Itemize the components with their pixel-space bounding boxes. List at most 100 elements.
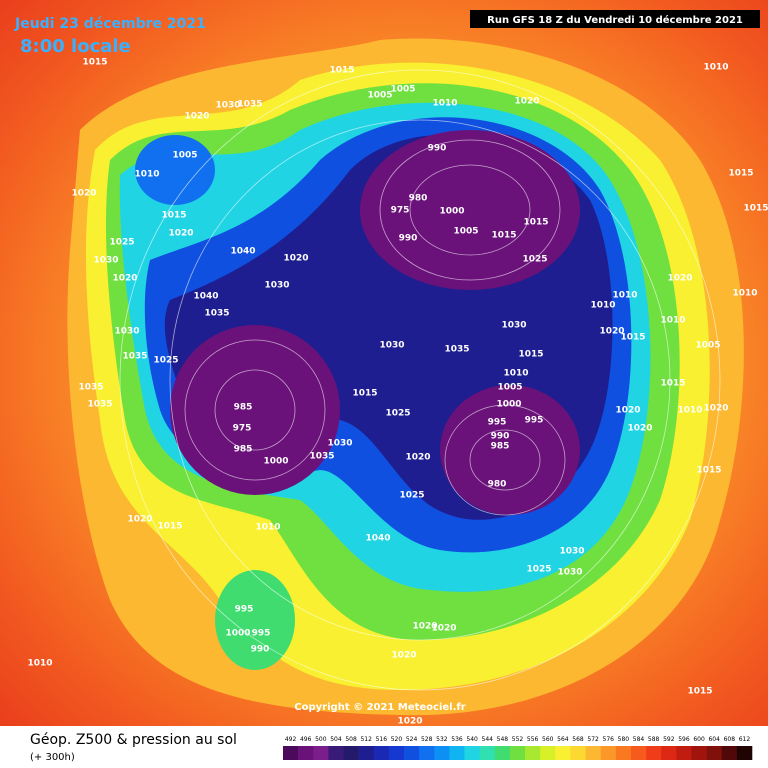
pressure-label: 1005 bbox=[497, 383, 522, 393]
pressure-label: 1020 bbox=[703, 404, 728, 414]
colorbar-tick-label: 556 bbox=[527, 736, 539, 743]
pressure-label: 1020 bbox=[599, 327, 624, 337]
colorbar-tick-label: 528 bbox=[421, 736, 433, 743]
pressure-label: 1015 bbox=[660, 379, 685, 389]
pressure-label: 1010 bbox=[27, 659, 52, 669]
colorbar-swatch bbox=[736, 746, 753, 760]
pressure-label: 1015 bbox=[491, 231, 516, 241]
colorbar-tick-label: 580 bbox=[618, 736, 630, 743]
pressure-label: 995 bbox=[235, 605, 254, 615]
pressure-label: 980 bbox=[488, 480, 507, 490]
pressure-label: 1010 bbox=[503, 369, 528, 379]
pressure-label: 985 bbox=[491, 442, 510, 452]
pressure-label: 1030 bbox=[264, 281, 289, 291]
pressure-label: 1015 bbox=[687, 687, 712, 697]
pressure-label: 1015 bbox=[352, 389, 377, 399]
pressure-label: 1035 bbox=[237, 100, 262, 110]
pressure-label: 1015 bbox=[329, 66, 354, 76]
colorbar-swatch bbox=[676, 746, 692, 760]
pressure-label: 1025 bbox=[522, 255, 547, 265]
pressure-label: 1010 bbox=[590, 301, 615, 311]
pressure-label: 1000 bbox=[496, 400, 521, 410]
colorbar-swatch bbox=[479, 746, 496, 760]
colorbar-swatch bbox=[570, 746, 586, 760]
pressure-label: 1010 bbox=[732, 289, 757, 299]
pressure-label: 1020 bbox=[412, 622, 437, 632]
pressure-label: 1020 bbox=[391, 651, 416, 661]
pressure-label: 1015 bbox=[523, 218, 548, 228]
pressure-label: 1005 bbox=[367, 91, 392, 101]
pressure-label: 1035 bbox=[444, 345, 469, 355]
run-title: Run GFS 18 Z du Vendredi 10 décembre 202… bbox=[487, 14, 743, 26]
colorbar-tick-label: 572 bbox=[587, 736, 599, 743]
pressure-label: 975 bbox=[391, 206, 410, 216]
pressure-label: 1025 bbox=[385, 409, 410, 419]
colorbar-swatch bbox=[540, 746, 556, 760]
pressure-label: 1030 bbox=[559, 547, 584, 557]
pressure-label: 1020 bbox=[283, 254, 308, 264]
pressure-label: 1020 bbox=[397, 717, 422, 727]
colorbar-swatch bbox=[630, 746, 647, 760]
colorbar-tick-label: 600 bbox=[693, 736, 705, 743]
low-siberia bbox=[440, 385, 580, 515]
footer-title: Géop. Z500 & pression au sol bbox=[30, 732, 237, 748]
colorbar-tick-label: 536 bbox=[451, 736, 463, 743]
colorbar-tick-label: 544 bbox=[482, 736, 494, 743]
pressure-label: 1005 bbox=[390, 85, 415, 95]
colorbar-swatch bbox=[388, 746, 405, 760]
colorbar-tick-label: 568 bbox=[572, 736, 584, 743]
pressure-label: 1020 bbox=[615, 406, 640, 416]
colorbar-swatch bbox=[298, 746, 314, 760]
colorbar-swatch bbox=[313, 746, 329, 760]
pressure-label: 985 bbox=[234, 445, 253, 455]
footer-lead: (+ 300h) bbox=[30, 752, 75, 763]
pressure-label: 1020 bbox=[667, 274, 692, 284]
pressure-label: 1040 bbox=[365, 534, 390, 544]
colorbar-swatch bbox=[328, 746, 344, 760]
colorbar-swatch bbox=[494, 746, 511, 760]
colorbar-swatch bbox=[419, 746, 435, 760]
pressure-label: 1030 bbox=[501, 321, 526, 331]
colorbar-tick-label: 604 bbox=[708, 736, 720, 743]
colorbar-tick-label: 520 bbox=[391, 736, 403, 743]
pressure-label: 1015 bbox=[620, 333, 645, 343]
pressure-label: 1010 bbox=[255, 523, 280, 533]
pressure-label: 1030 bbox=[93, 256, 118, 266]
pressure-label: 1040 bbox=[193, 292, 218, 302]
pressure-label: 995 bbox=[252, 629, 271, 639]
pressure-label: 1000 bbox=[439, 207, 464, 217]
run-box bbox=[470, 10, 760, 28]
colorbar-tick-label: 608 bbox=[724, 736, 736, 743]
pressure-label: 990 bbox=[251, 645, 270, 655]
colorbar: 492 496 500 504 508 512 516 520 524 528 532 536 540 5… bbox=[283, 736, 753, 760]
colorbar-tick-label: 492 bbox=[285, 736, 297, 743]
pressure-label: 1030 bbox=[215, 101, 240, 111]
colorbar-tick-label: 564 bbox=[557, 736, 569, 743]
pressure-label: 1005 bbox=[695, 341, 720, 351]
colorbar-swatch bbox=[464, 746, 480, 760]
pressure-label: 1020 bbox=[184, 112, 209, 122]
pressure-label: 1020 bbox=[431, 624, 456, 634]
low-atlantic bbox=[135, 135, 215, 205]
pressure-label: 1015 bbox=[743, 204, 768, 214]
pressure-label: 1035 bbox=[122, 352, 147, 362]
low-pacific bbox=[170, 325, 340, 495]
colorbar-swatch bbox=[434, 746, 450, 760]
time: 8:00 locale bbox=[20, 36, 131, 57]
pressure-label: 1030 bbox=[379, 341, 404, 351]
pressure-label: 1035 bbox=[204, 309, 229, 319]
pressure-label: 1010 bbox=[677, 406, 702, 416]
pressure-label: 1000 bbox=[263, 457, 288, 467]
pressure-label: 1015 bbox=[728, 169, 753, 179]
pressure-label: 1015 bbox=[696, 466, 721, 476]
pressure-label: 1005 bbox=[172, 151, 197, 161]
colorbar-swatch bbox=[706, 746, 723, 760]
pressure-label: 1030 bbox=[327, 439, 352, 449]
colorbar-tick-label: 596 bbox=[678, 736, 690, 743]
colorbar-tick-label: 524 bbox=[406, 736, 418, 743]
colorbar-swatch bbox=[646, 746, 662, 760]
pressure-label: 1010 bbox=[612, 291, 637, 301]
pressure-label: 985 bbox=[234, 403, 253, 413]
pressure-label: 1040 bbox=[230, 247, 255, 257]
